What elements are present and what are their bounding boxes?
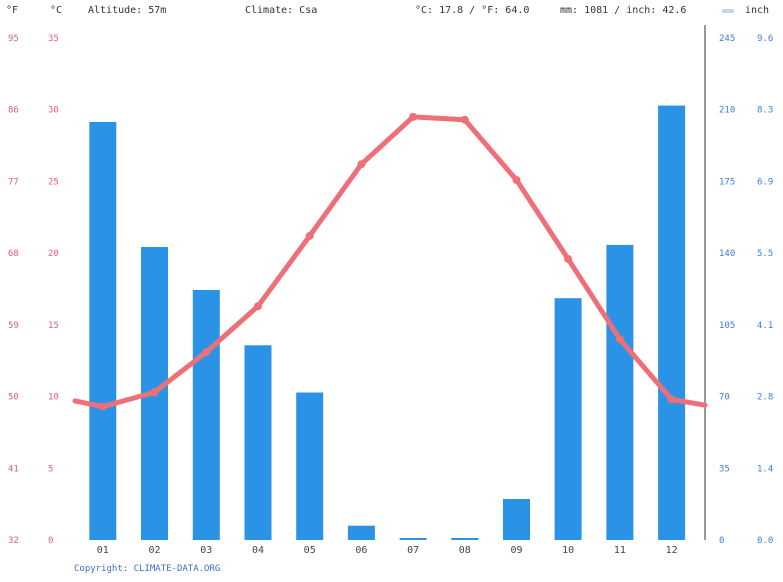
x-tick-09: 09 [510,545,522,556]
temp-summary: °C: 17.8 / °F: 64.0 [415,5,529,16]
unit-inch-header: inch [745,5,769,16]
temp-point-03 [202,348,211,357]
unit-c-header: °C [50,5,62,16]
precip-bar-08 [451,538,479,540]
temp-point-09 [512,176,521,184]
temp-point-11 [615,335,624,344]
temp-point-05 [305,231,314,240]
y-tick-c-2: 10 [48,393,59,403]
y-tick-c-0: 0 [48,536,53,546]
y-tick-mm-4: 140 [719,249,735,259]
y-tick-inch-0: 0.0 [757,536,773,546]
y-tick-mm-6: 210 [719,106,735,116]
y-tick-c-5: 25 [48,177,59,187]
temp-point-04 [254,302,262,311]
y-tick-c-6: 30 [48,106,59,116]
y-tick-inch-3: 4.1 [757,321,773,331]
precip-bar-04 [244,345,272,540]
y-tick-mm-7: 245 [719,34,735,44]
y-tick-mm-2: 70 [719,393,730,403]
y-tick-f-6: 86 [8,106,19,116]
x-tick-05: 05 [304,545,316,556]
y-tick-f-5: 77 [8,177,19,187]
temp-point-01 [98,402,107,411]
y-tick-inch-5: 6.9 [757,177,773,187]
precip-bar-01 [89,122,117,540]
y-tick-inch-4: 5.5 [757,249,773,259]
axis-ticks: 01 02 03 04 05 06 07 08 09 10 11 12 32 0 0 0.0 41 5 35 1.4 5… [8,34,773,556]
copyright-label[interactable]: Copyright: CLIMATE-DATA.ORG [74,564,220,574]
y-tick-mm-1: 35 [719,464,730,474]
precip-bar-09 [503,499,530,540]
y-tick-c-3: 15 [48,321,59,331]
climate-label: Climate: Csa [245,5,317,16]
precip-bar-10 [554,298,582,540]
y-tick-f-7: 95 [8,34,19,44]
y-tick-c-1: 5 [48,464,53,474]
y-tick-inch-1: 1.4 [757,464,773,474]
y-tick-c-7: 35 [48,34,59,44]
y-tick-mm-0: 0 [719,536,724,546]
y-tick-f-1: 41 [8,464,19,474]
x-tick-01: 01 [97,545,109,556]
temp-point-08 [460,115,469,124]
precip-bar-03 [192,290,220,540]
y-tick-inch-2: 2.8 [757,393,773,403]
y-tick-f-4: 68 [8,249,19,259]
precip-summary: mm: 1081 / inch: 42.6 [560,5,686,16]
temp-point-06 [357,160,366,169]
unit-f-header: °F [6,5,18,16]
x-tick-10: 10 [562,545,574,556]
temp-point-10 [564,254,573,263]
x-tick-03: 03 [200,545,212,556]
y-tick-f-2: 50 [8,393,19,403]
temp-point-12 [667,395,676,404]
y-tick-c-4: 20 [48,249,59,259]
y-tick-inch-6: 8.3 [757,106,773,116]
altitude-label: Altitude: 57m [88,5,166,16]
precip-bar-06 [347,525,375,540]
temp-line-group [72,112,708,411]
y-tick-f-0: 32 [8,536,19,546]
x-tick-06: 06 [355,545,367,556]
y-tick-inch-7: 9.6 [757,34,773,44]
y-tick-f-3: 59 [8,321,19,331]
precip-legend-swatch [722,9,734,13]
precip-bar-07 [399,538,427,540]
x-tick-12: 12 [666,545,678,556]
precip-bars [89,105,686,540]
x-tick-07: 07 [407,545,419,556]
x-tick-08: 08 [459,545,471,556]
temp-line [72,114,708,410]
x-tick-02: 02 [148,545,160,556]
x-tick-11: 11 [614,545,626,556]
temp-point-07 [409,112,418,121]
precip-bar-05 [296,392,324,540]
x-tick-04: 04 [252,545,264,556]
precip-bar-11 [606,244,634,540]
y-tick-mm-5: 175 [719,177,735,187]
temp-point-02 [150,388,159,397]
precip-bar-12 [658,105,686,540]
y-tick-mm-3: 105 [719,321,735,331]
